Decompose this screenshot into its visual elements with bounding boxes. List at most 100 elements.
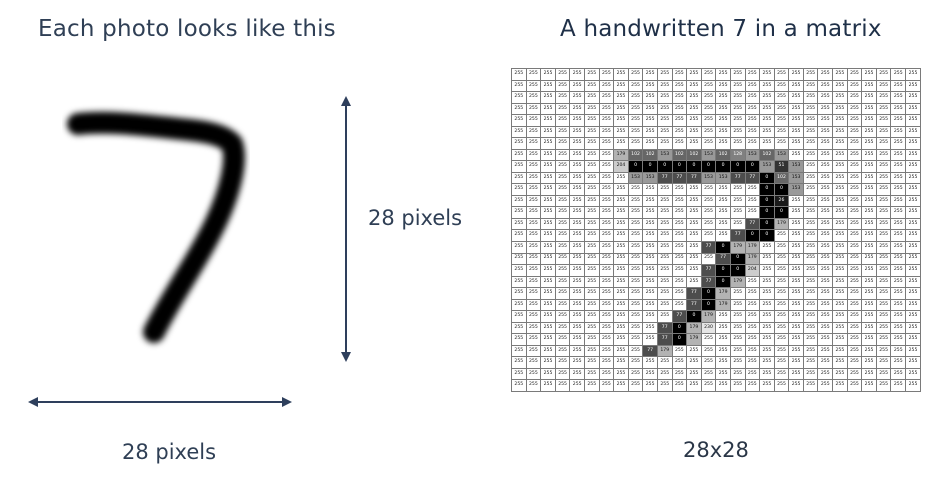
matrix-cell: 255 bbox=[511, 68, 527, 81]
matrix-cell: 255 bbox=[861, 356, 877, 369]
matrix-cell: 255 bbox=[773, 333, 790, 346]
matrix-cell: 255 bbox=[846, 287, 863, 300]
matrix-cell: 255 bbox=[788, 333, 804, 346]
matrix-cell: 255 bbox=[729, 287, 746, 300]
matrix-cell: 255 bbox=[642, 379, 658, 392]
matrix-cell: 179 bbox=[744, 252, 761, 266]
matrix-cell: 255 bbox=[525, 79, 542, 93]
matrix-cell: 255 bbox=[832, 91, 848, 104]
matrix-cell: 255 bbox=[861, 102, 877, 116]
matrix-cell: 255 bbox=[613, 91, 629, 104]
matrix-cell: 255 bbox=[642, 252, 658, 266]
matrix-cell: 77 bbox=[744, 217, 761, 231]
matrix-cell: 255 bbox=[642, 183, 658, 196]
matrix-cell: 255 bbox=[525, 229, 542, 242]
matrix-cell: 255 bbox=[759, 321, 775, 335]
matrix-cell: 255 bbox=[773, 252, 790, 266]
matrix-cell: 255 bbox=[905, 229, 921, 242]
matrix-cell: 255 bbox=[759, 102, 775, 116]
matrix-cell: 255 bbox=[598, 379, 615, 392]
matrix-cell: 255 bbox=[569, 68, 585, 81]
matrix-cell: 255 bbox=[569, 310, 585, 323]
matrix-row: 255 255 255 255 255 255 255 255 153 153 77 77 77 153 1… bbox=[511, 171, 921, 185]
matrix-cell: 255 bbox=[540, 114, 556, 127]
matrix-cell: 255 bbox=[788, 287, 804, 300]
matrix-cell: 255 bbox=[554, 79, 571, 93]
matrix-cell: 255 bbox=[598, 310, 615, 323]
matrix-cell: 255 bbox=[598, 148, 615, 162]
matrix-cell: 255 bbox=[583, 102, 600, 116]
matrix-cell: 255 bbox=[700, 379, 717, 392]
matrix-cell: 255 bbox=[569, 367, 585, 381]
matrix-cell: 255 bbox=[686, 217, 702, 231]
matrix-row: 255 255 255 255 255 255 255 255 255 255 255 255 77 0 1… bbox=[511, 287, 921, 300]
matrix-cell: 255 bbox=[554, 252, 571, 266]
matrix-cell: 255 bbox=[569, 125, 585, 139]
matrix-cell: 255 bbox=[554, 68, 571, 81]
matrix-cell: 255 bbox=[890, 171, 907, 185]
matrix-cell: 255 bbox=[744, 102, 761, 116]
matrix-cell: 255 bbox=[583, 171, 600, 185]
matrix-cell: 102 bbox=[773, 171, 790, 185]
matrix-cell: 255 bbox=[802, 367, 819, 381]
matrix-cell: 255 bbox=[511, 148, 527, 162]
matrix-cell: 255 bbox=[569, 356, 585, 369]
matrix-cell: 255 bbox=[511, 356, 527, 369]
matrix-cell: 255 bbox=[554, 137, 571, 150]
matrix-cell: 255 bbox=[583, 287, 600, 300]
matrix-cell: 255 bbox=[875, 125, 892, 139]
height-label: 28 pixels bbox=[368, 206, 463, 230]
matrix-cell: 255 bbox=[759, 125, 775, 139]
matrix-cell: 255 bbox=[817, 367, 834, 381]
matrix-cell: 255 bbox=[729, 298, 746, 312]
matrix-cell: 255 bbox=[525, 310, 542, 323]
matrix-cell: 255 bbox=[802, 79, 819, 93]
matrix-cell: 255 bbox=[686, 264, 702, 277]
matrix-cell: 255 bbox=[802, 287, 819, 300]
matrix-cell: 255 bbox=[598, 287, 615, 300]
matrix-cell: 255 bbox=[511, 298, 527, 312]
matrix-cell: 255 bbox=[540, 183, 556, 196]
matrix-row: 255 255 255 255 255 255 255 255 255 255 255 255 255 2… bbox=[511, 379, 921, 392]
matrix-cell: 255 bbox=[817, 287, 834, 300]
matrix-cell: 255 bbox=[802, 344, 819, 358]
matrix-cell: 255 bbox=[540, 160, 556, 173]
matrix-cell: 255 bbox=[613, 206, 629, 219]
matrix-cell: 255 bbox=[554, 367, 571, 381]
matrix-cell: 255 bbox=[905, 321, 921, 335]
matrix-cell: 0 bbox=[729, 252, 746, 266]
matrix-cell: 255 bbox=[773, 114, 790, 127]
matrix-cell: 255 bbox=[905, 379, 921, 392]
matrix-cell: 255 bbox=[890, 148, 907, 162]
matrix-cell: 153 bbox=[700, 171, 717, 185]
matrix-cell: 255 bbox=[569, 264, 585, 277]
matrix-cell: 255 bbox=[671, 91, 688, 104]
matrix-cell: 255 bbox=[583, 194, 600, 208]
matrix-cell: 255 bbox=[583, 160, 600, 173]
matrix-cell: 255 bbox=[627, 68, 644, 81]
matrix-cell: 153 bbox=[715, 171, 731, 185]
matrix-cell: 255 bbox=[540, 137, 556, 150]
matrix-cell: 255 bbox=[744, 321, 761, 335]
matrix-cell: 255 bbox=[788, 114, 804, 127]
matrix-cell: 255 bbox=[656, 275, 673, 289]
matrix-cell: 255 bbox=[656, 356, 673, 369]
matrix-cell: 0 bbox=[627, 160, 644, 173]
matrix-cell: 255 bbox=[598, 367, 615, 381]
matrix-cell: 255 bbox=[569, 344, 585, 358]
matrix-cell: 255 bbox=[627, 252, 644, 266]
matrix-row: 255 255 255 255 255 255 255 255 255 255 255 255 255 2… bbox=[511, 91, 921, 104]
matrix-cell: 255 bbox=[744, 298, 761, 312]
matrix-cell: 255 bbox=[759, 367, 775, 381]
matrix-cell: 255 bbox=[802, 125, 819, 139]
matrix-cell: 255 bbox=[671, 240, 688, 254]
matrix-cell: 255 bbox=[875, 137, 892, 150]
matrix-cell: 255 bbox=[802, 217, 819, 231]
matrix-cell: 255 bbox=[671, 206, 688, 219]
matrix-cell: 255 bbox=[671, 114, 688, 127]
left-panel-title: Each photo looks like this bbox=[38, 16, 336, 42]
matrix-cell: 255 bbox=[832, 333, 848, 346]
matrix-cell: 255 bbox=[729, 91, 746, 104]
matrix-cell: 255 bbox=[656, 379, 673, 392]
matrix-cell: 255 bbox=[627, 229, 644, 242]
